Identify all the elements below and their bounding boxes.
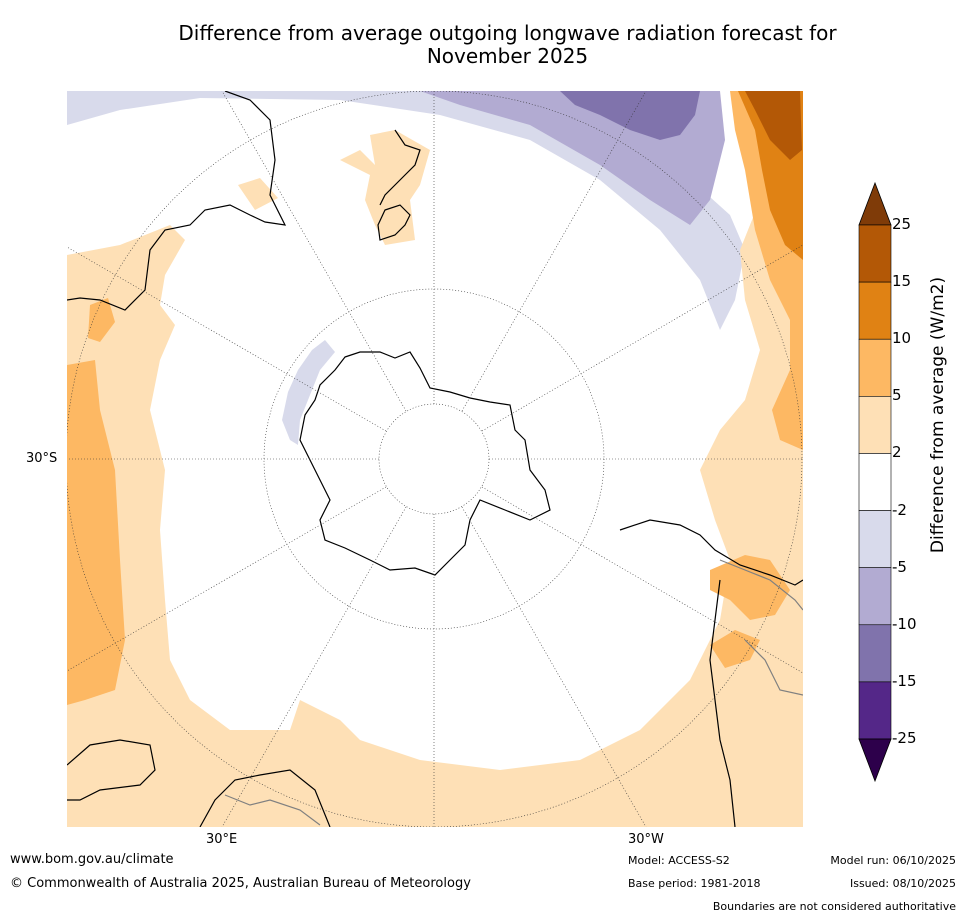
anomaly-region-2-5-australia-spot — [238, 178, 278, 210]
colorbar-bin — [858, 338, 892, 397]
coastline-newzealand-north — [379, 129, 421, 206]
coastline-africa — [67, 739, 331, 827]
copyright-text: © Commonwealth of Australia 2025, Austra… — [10, 876, 471, 891]
anomaly-region-2-5-west — [67, 120, 803, 827]
model-text: Model: ACCESS-S2 — [628, 854, 730, 867]
colorbar-tick-label: 5 — [892, 386, 902, 405]
colorbar-bin — [858, 224, 892, 283]
colorbar-bin — [858, 510, 892, 568]
issued-text: Issued: 08/10/2025 — [849, 877, 956, 890]
model-run-text: Model run: 06/10/2025 — [830, 854, 956, 867]
coastline-newzealand-south — [377, 204, 411, 241]
colorbar-bin — [858, 567, 892, 626]
anomaly-region-neg10-15-north — [560, 91, 700, 140]
colorbar-tick-label: -5 — [892, 557, 907, 576]
coastline-australia — [67, 91, 287, 311]
anomaly-region-neg2-5-west-antarctica — [282, 340, 335, 445]
anomaly-region-5-10-west — [67, 360, 125, 705]
chart-title: Difference from average outgoing longwav… — [100, 22, 915, 68]
colorbar-tick-label: 10 — [892, 329, 912, 348]
title-line-1: Difference from average outgoing longwav… — [178, 21, 837, 45]
coastline-antarctica — [299, 351, 551, 576]
longitude-label-30e: 30°E — [206, 832, 238, 847]
colorbar-tick-label: -2 — [892, 500, 907, 519]
title-line-2: November 2025 — [426, 44, 589, 68]
anomaly-region-5-10-west-spot — [88, 298, 115, 342]
colorbar-tick-label: 2 — [892, 443, 902, 462]
colorbar-over-triangle — [858, 181, 892, 226]
anomaly-region-2-5-newzealand — [340, 130, 430, 245]
colorbar-tick-label: -15 — [892, 671, 917, 690]
colorbar-bin — [858, 681, 892, 740]
colorbar-under-triangle — [858, 738, 892, 783]
colorbar-bin — [858, 453, 892, 511]
colorbar-tick-label: 15 — [892, 272, 912, 291]
anomaly-region-5-10-southamerica-south — [710, 630, 760, 668]
meridian-120e — [67, 246, 387, 432]
colorbar-tick-label: -10 — [892, 614, 917, 633]
base-period-text: Base period: 1981-2018 — [628, 877, 761, 890]
latitude-label-30s: 30°S — [26, 451, 58, 466]
coastlines — [67, 91, 803, 827]
colorbar-bin — [858, 396, 892, 454]
anomaly-region-5-10-southamerica — [710, 555, 790, 620]
meridian-60e — [67, 486, 387, 672]
border-africa — [224, 794, 321, 826]
map-panel — [67, 91, 803, 827]
coastline-southamerica — [619, 519, 803, 827]
graticule — [67, 91, 803, 827]
colorbar-tick-label: -25 — [892, 729, 917, 747]
colorbar-bins — [858, 224, 892, 740]
anomaly-region-15-25-east — [745, 91, 802, 160]
colorbar-bin — [858, 624, 892, 683]
meridian-120w — [481, 244, 803, 432]
colorbar-bin — [858, 281, 892, 340]
longitude-label-30w: 30°W — [628, 832, 664, 847]
country-borders — [224, 559, 803, 826]
disclaimer-text: Boundaries are not considered authoritat… — [712, 900, 956, 913]
border-southamerica — [719, 559, 803, 696]
meridian-60w — [481, 486, 803, 674]
colorbar-tick-label: 25 — [892, 215, 912, 233]
colorbar-label: Difference from average (W/m2) — [928, 276, 948, 554]
colorbar — [858, 181, 892, 783]
website-link[interactable]: www.bom.gov.au/climate — [10, 852, 174, 867]
